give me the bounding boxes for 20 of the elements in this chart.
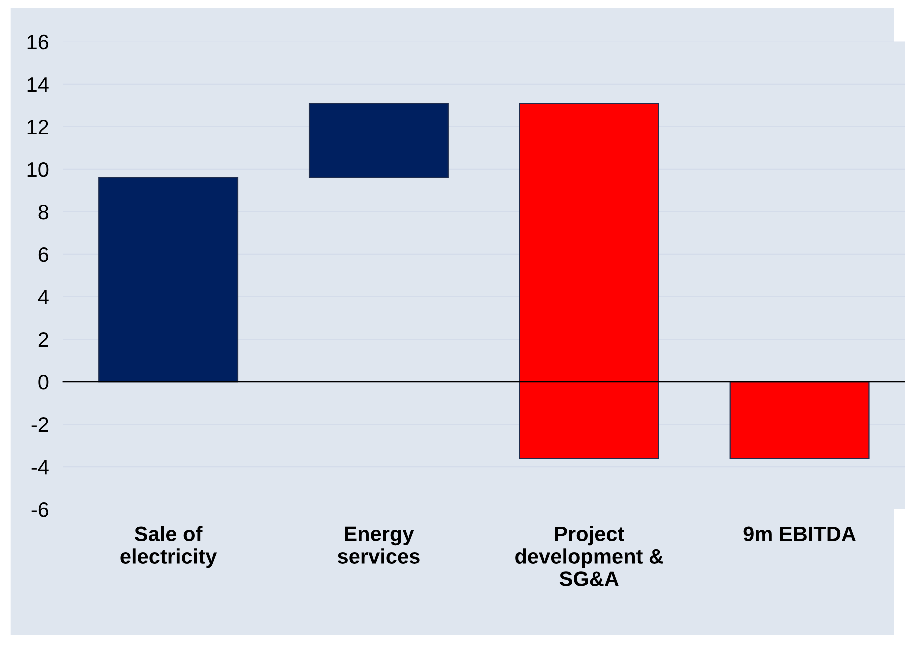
y-tick-label: 2 xyxy=(38,332,48,348)
y-tick-label: -6 xyxy=(32,502,49,518)
x-tick-label: 9m EBITDA xyxy=(744,526,856,542)
y-tick-label: 8 xyxy=(38,204,49,220)
y-tick-label: 16 xyxy=(28,34,49,50)
y-tick-label: 0 xyxy=(38,375,49,390)
bar xyxy=(730,381,870,460)
y-tick-label: 4 xyxy=(38,290,49,305)
bar xyxy=(98,177,239,383)
y-tick-label: 10 xyxy=(28,162,49,178)
bar xyxy=(519,103,660,460)
y-tick-label: -2 xyxy=(32,418,48,432)
y-tick-label: 14 xyxy=(28,78,49,92)
y-tick-label: 12 xyxy=(28,120,48,134)
y-tick-label: -4 xyxy=(32,460,49,475)
bar xyxy=(308,103,449,179)
y-tick-label: 6 xyxy=(38,247,49,262)
x-tick-label: Sale of electricity xyxy=(120,526,218,568)
x-tick-label: Energy services xyxy=(338,526,420,564)
x-tick-label: Project development & SG&A xyxy=(516,526,664,586)
